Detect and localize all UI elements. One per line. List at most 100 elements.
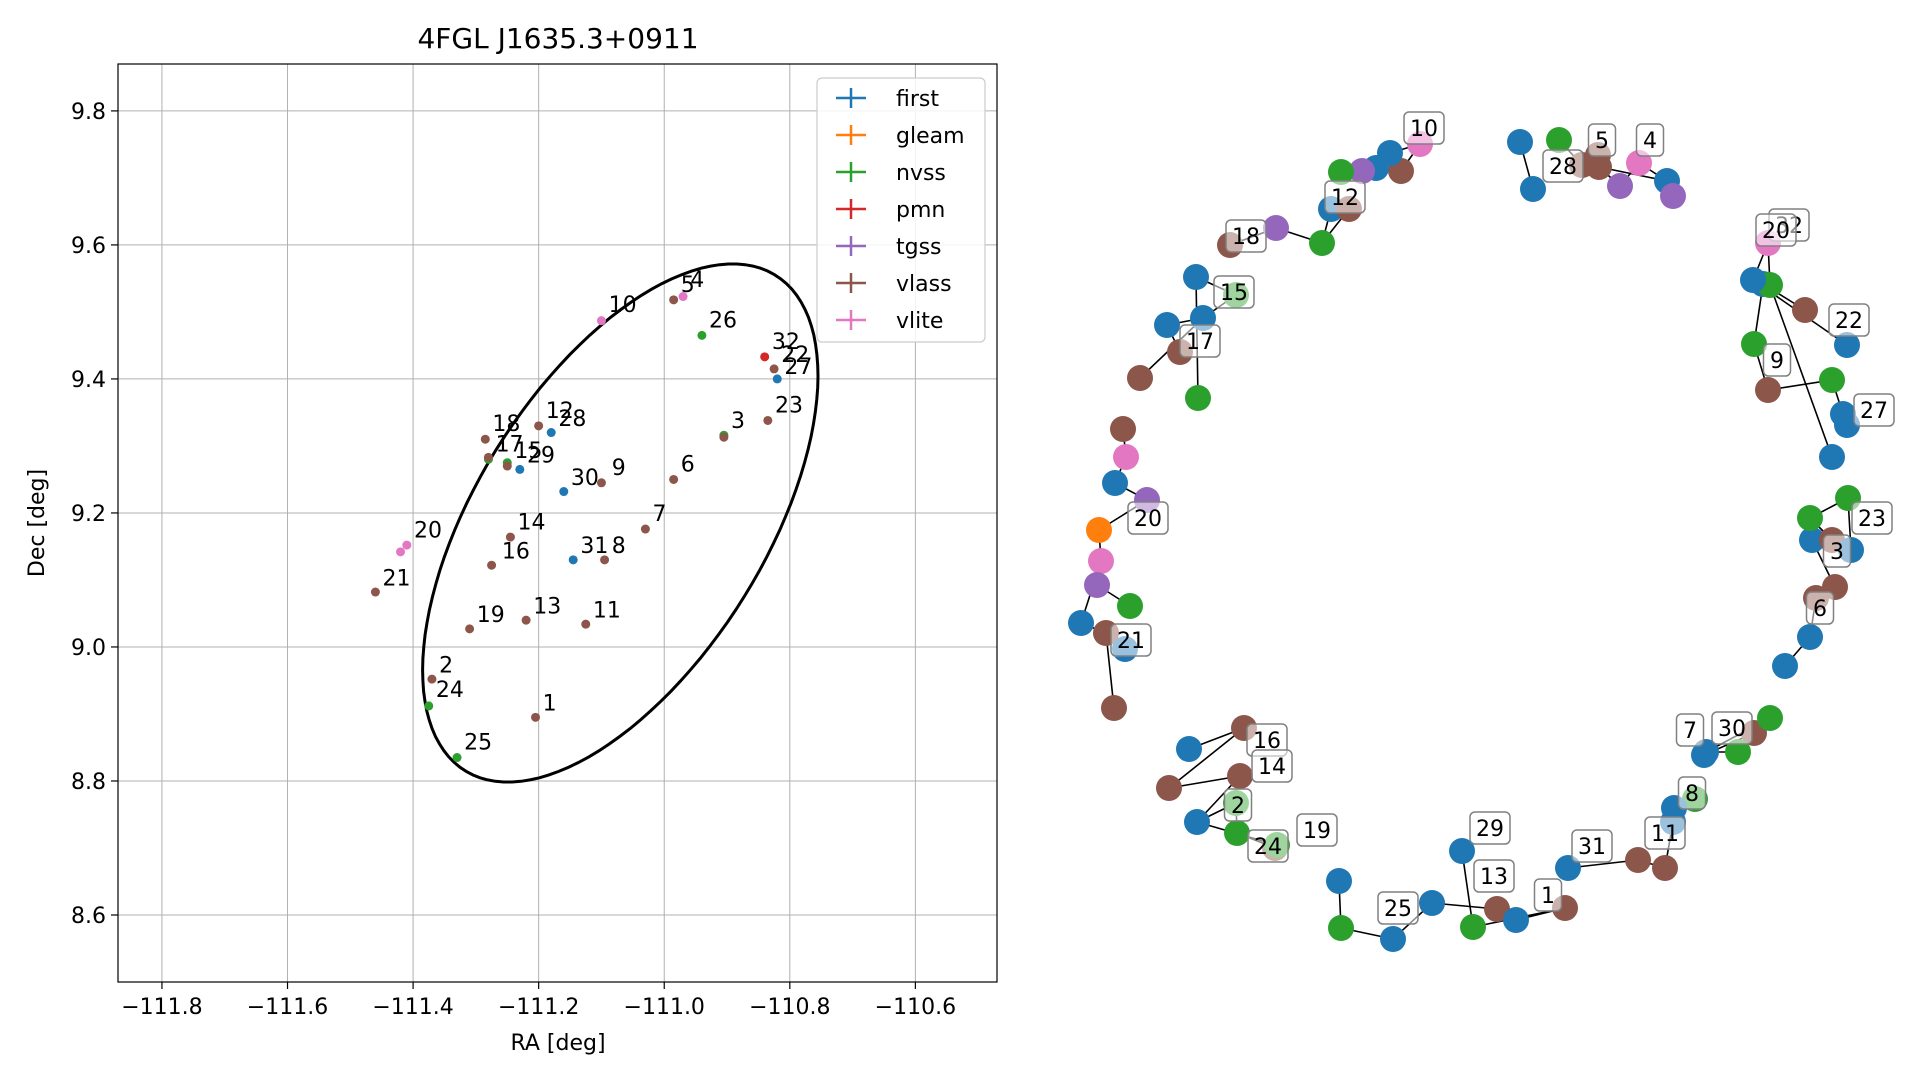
data-point-vlass: [600, 555, 610, 565]
data-point-vlass: [669, 295, 679, 305]
graph-node-label: 5: [1595, 129, 1609, 154]
x-tick-label: −111.2: [498, 995, 579, 1020]
data-point-vlass: [769, 364, 779, 374]
graph-node-nvss: [1328, 915, 1354, 941]
point-annotation: 32: [772, 330, 800, 355]
point-annotation: 28: [558, 407, 586, 432]
chart-title: 4FGL J1635.3+0911: [417, 22, 698, 55]
graph-node-label: 12: [1331, 186, 1359, 211]
point-annotation: 27: [784, 355, 812, 380]
graph-node-label: 9: [1770, 349, 1784, 374]
x-axis-ticks: −111.8 −111.6 −111.4 −111.2 −111.0 −110.8 −110…: [121, 982, 956, 1020]
graph-node-label: 23: [1858, 507, 1886, 532]
legend-label: vlite: [896, 309, 943, 334]
graph-node-label-box: [1711, 711, 1753, 745]
data-point-vlass: [640, 524, 650, 534]
point-annotation: 6: [681, 452, 695, 477]
graph-node-label: 18: [1232, 225, 1260, 250]
point-annotation: 17: [496, 432, 524, 457]
graph-node-first: [1102, 470, 1128, 496]
graph-node-label-box: [1587, 123, 1617, 157]
graph-node-first: [1176, 736, 1202, 762]
y-tick-label: 9.6: [71, 234, 106, 259]
graph-node-label: 4: [1643, 129, 1657, 154]
point-annotation: 22: [781, 343, 809, 368]
point-annotation: 23: [775, 393, 803, 418]
point-annotation: 1: [543, 692, 557, 717]
x-tick-label: −111.6: [247, 995, 328, 1020]
data-point-vlass: [427, 674, 437, 684]
data-point-vlass: [669, 474, 679, 484]
plot-frame: [117, 63, 998, 983]
legend-items: first gleam nvss pmn tgss vlass vlite: [836, 87, 965, 334]
y-tick-label: 8.6: [71, 904, 106, 929]
data-point-vlass: [719, 432, 729, 442]
graph-node-first: [1520, 176, 1546, 202]
data-point-vlass: [763, 415, 773, 425]
x-tick-label: −110.8: [749, 995, 830, 1020]
point-annotation: 13: [533, 594, 561, 619]
data-point-vlass: [521, 615, 531, 625]
point-annotation: 26: [709, 308, 737, 333]
point-annotation: 21: [383, 566, 411, 591]
graph-node-first: [1380, 926, 1406, 952]
graph-node-vlass: [1586, 154, 1612, 180]
graph-node-label-box: [1571, 829, 1613, 863]
data-point-vlite: [396, 547, 406, 557]
graph-node-label: 11: [1651, 822, 1679, 847]
point-annotation: 12: [546, 399, 574, 424]
error-ellipse: [421, 262, 820, 784]
graph-node-label-box: [1223, 788, 1253, 822]
graph-node-vlass: [1156, 775, 1182, 801]
graph-node-label: 17: [1186, 330, 1214, 355]
graph-node-first: [1503, 907, 1529, 933]
graph-node-first: [1449, 838, 1475, 864]
graph-node-nvss: [1546, 127, 1572, 153]
graph-node-label-box: [1851, 501, 1893, 535]
graph-node-vlass: [1101, 695, 1127, 721]
graph-node-label: 7: [1683, 719, 1697, 744]
graph-node-first: [1772, 653, 1798, 679]
graph-node-label: 6: [1813, 597, 1827, 622]
graph-node-first: [1507, 129, 1533, 155]
graph-node-label: 28: [1549, 155, 1577, 180]
graph-node-first: [1184, 809, 1210, 835]
legend: first gleam nvss pmn tgss vlass vlite: [816, 77, 986, 343]
data-point-vlass: [487, 560, 497, 570]
graph-node-label-box: [1225, 219, 1267, 253]
graph-node-vlass: [1484, 896, 1510, 922]
graph-node-first: [1797, 624, 1823, 650]
graph-node-label-box: [1127, 501, 1169, 535]
graph-node-label-box: [1542, 149, 1584, 183]
graph-node-nvss: [1819, 367, 1845, 393]
graph-node-first: [1819, 444, 1845, 470]
graph-node-label: 24: [1254, 835, 1282, 860]
data-point-nvss: [697, 330, 707, 340]
graph-node-label-box: [1828, 303, 1870, 337]
graph-node-tgss: [1349, 158, 1375, 184]
y-tick-label: 9.0: [71, 636, 106, 661]
graph-node-label-box: [1469, 811, 1511, 845]
data-point-vlass: [483, 452, 493, 462]
graph-node-label: 19: [1303, 819, 1331, 844]
y-axis-label: Dec [deg]: [25, 469, 50, 577]
point-annotation: 20: [414, 519, 442, 544]
point-annotation: 19: [477, 603, 505, 628]
point-annotation: 15: [514, 439, 542, 464]
error-ellipse-layer: [421, 262, 820, 784]
graph-node-label: 22: [1835, 309, 1863, 334]
graph-node-label: 14: [1258, 755, 1286, 780]
data-point-vlite: [402, 540, 412, 550]
legend-label: nvss: [896, 161, 946, 186]
graph-node-label: 2: [1231, 794, 1245, 819]
data-point-vlass: [531, 712, 541, 722]
graph-node-label-box: [1635, 123, 1665, 157]
graph-node-label-box: [1677, 776, 1707, 810]
data-point-first: [515, 464, 525, 474]
graph-edge: [1168, 727, 1245, 789]
point-annotation: 3: [731, 409, 745, 434]
point-annotation: 14: [518, 511, 546, 536]
graph-node-label-box: [1762, 343, 1792, 377]
graph-node-label: 29: [1476, 817, 1504, 842]
x-tick-label: −111.4: [372, 995, 453, 1020]
